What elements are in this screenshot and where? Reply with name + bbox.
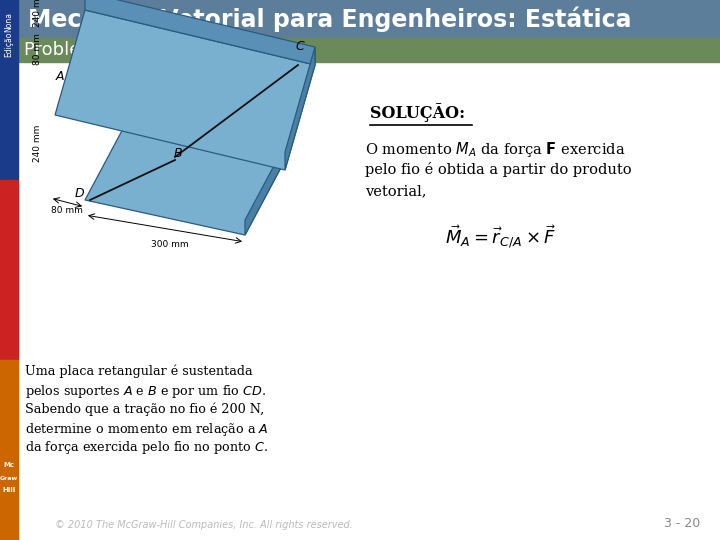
- Bar: [0, 180, 18, 360]
- Text: 3 - 20: 3 - 20: [664, 517, 700, 530]
- Text: determine o momento em relação a $\mathit{A}$: determine o momento em relação a $\mathi…: [25, 421, 269, 437]
- Bar: [18, 38, 720, 62]
- Text: da força exercida pelo fio no ponto $\mathit{C}$.: da força exercida pelo fio no ponto $\ma…: [25, 439, 268, 456]
- Text: Sabendo que a tração no fio é 200 N,: Sabendo que a tração no fio é 200 N,: [25, 402, 264, 415]
- Text: 80 mm: 80 mm: [51, 206, 83, 215]
- Text: SOLUÇÃO:: SOLUÇÃO:: [370, 103, 465, 122]
- Text: 300 mm: 300 mm: [151, 240, 189, 249]
- Text: Hill: Hill: [2, 487, 16, 493]
- Text: Mc: Mc: [4, 462, 14, 468]
- Text: $\vec{M}_{A} = \vec{r}_{C/A} \times \vec{F}$: $\vec{M}_{A} = \vec{r}_{C/A} \times \vec…: [445, 224, 557, 252]
- Text: 80 mm: 80 mm: [34, 33, 42, 65]
- Text: pelos suportes $\mathit{A}$ e $\mathit{B}$ e por um fio $\mathit{CD}$.: pelos suportes $\mathit{A}$ e $\mathit{B…: [25, 383, 266, 401]
- Bar: [18, 62, 720, 522]
- Polygon shape: [55, 10, 315, 170]
- Bar: [0, 0, 18, 180]
- Text: $D$: $D$: [74, 187, 86, 200]
- Polygon shape: [125, 110, 285, 160]
- Text: $A$: $A$: [55, 70, 66, 83]
- Text: Uma placa retangular é sustentada: Uma placa retangular é sustentada: [25, 365, 253, 379]
- Text: O momento $\mathit{M}_{A}$ da força $\mathbf{F}$ exercida: O momento $\mathit{M}_{A}$ da força $\ma…: [365, 140, 626, 159]
- Text: Problema Resolvido 3. 4: Problema Resolvido 3. 4: [24, 41, 241, 59]
- Text: $C$: $C$: [294, 40, 305, 53]
- Text: Graw: Graw: [0, 476, 18, 481]
- Bar: [0, 360, 18, 540]
- Polygon shape: [85, 125, 285, 235]
- Polygon shape: [85, 0, 315, 65]
- Text: Mecânica Vetorial para Engenheiros: Estática: Mecânica Vetorial para Engenheiros: Está…: [28, 6, 631, 32]
- Polygon shape: [245, 145, 285, 235]
- Text: $B$: $B$: [173, 147, 183, 160]
- Text: vetorial,: vetorial,: [365, 184, 426, 198]
- Text: © 2010 The McGraw-Hill Companies, Inc. All rights reserved.: © 2010 The McGraw-Hill Companies, Inc. A…: [55, 520, 353, 530]
- Text: 240 mm: 240 mm: [34, 0, 42, 27]
- Polygon shape: [285, 47, 315, 170]
- Bar: [18, 0, 720, 38]
- Text: 240 mm: 240 mm: [34, 125, 42, 162]
- Text: Nona: Nona: [4, 12, 14, 32]
- Text: Edição: Edição: [4, 32, 14, 57]
- Text: pelo fio é obtida a partir do produto: pelo fio é obtida a partir do produto: [365, 162, 631, 177]
